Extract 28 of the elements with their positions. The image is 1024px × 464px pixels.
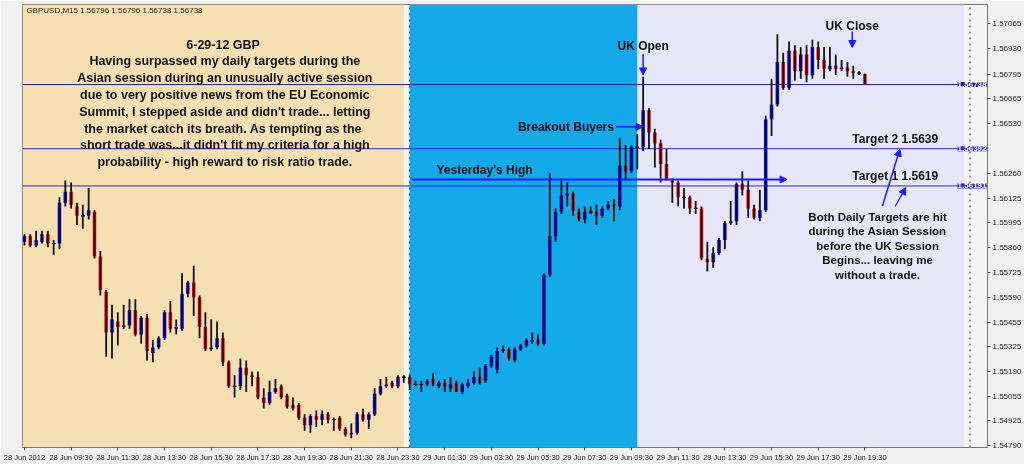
y-tick-label: 1.56530	[992, 118, 1022, 128]
y-tick-label: 1.54925	[992, 416, 1022, 426]
y-tick-label: 1.55995	[992, 217, 1022, 227]
annotation: UK Open	[617, 38, 669, 53]
y-tick-label: 1.55055	[992, 392, 1022, 402]
y-tick-label: 1.55325	[992, 341, 1022, 351]
y-tick-label: 1.56930	[992, 44, 1022, 54]
annotation: Both Daily Targets are hit during the Asian Session before the UK Session Begins... leaving me without a trade.	[808, 211, 947, 281]
y-tick-label: 1.56125	[992, 193, 1022, 203]
y-tick-label: 1.57065	[992, 19, 1022, 29]
y-tick-label: 1.55455	[992, 317, 1022, 327]
annotation: Yesterday's High	[436, 162, 533, 177]
y-tick-label: 1.55725	[992, 267, 1022, 277]
ref-line-label: 1.56738	[957, 80, 988, 90]
annotation: Target 1 1.5619	[852, 169, 939, 184]
y-tick-label: 1.56260	[992, 168, 1022, 178]
y-tick-label: 1.55190	[992, 367, 1022, 376]
ref-line-label: 1.56392	[957, 144, 988, 154]
annotation: Breakout Buyers	[517, 119, 615, 134]
y-tick-label: 1.55860	[992, 242, 1022, 252]
y-tick-label: 1.54790	[992, 441, 1022, 451]
annotation: Target 2 1.5639	[852, 132, 939, 147]
y-tick-label: 1.55590	[992, 292, 1022, 302]
y-tick-label: 1.56665	[992, 93, 1022, 103]
chart-title: GBPUSD,M15 1.56796 1.56796 1.56738 1.56738	[26, 6, 204, 15]
annotation: UK Close	[825, 18, 880, 33]
ref-line-label: 1.56191	[957, 181, 988, 191]
y-tick-label: 1.56795	[992, 69, 1022, 79]
